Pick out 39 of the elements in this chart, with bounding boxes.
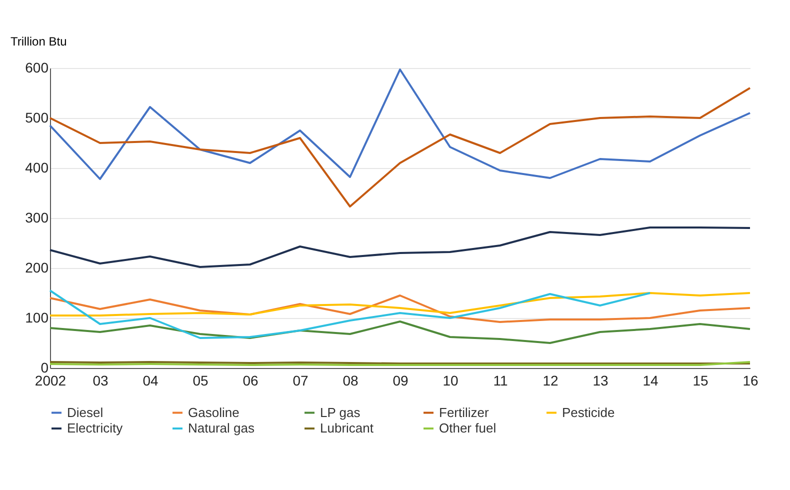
legend-label: Electricity	[67, 420, 124, 436]
x-tick-label: 08	[342, 372, 358, 388]
x-tick-label: 04	[142, 372, 158, 388]
y-tick-label: 500	[25, 110, 49, 126]
x-tick-label: 10	[442, 372, 458, 388]
legend-label: Diesel	[67, 404, 104, 420]
x-tick-label: 16	[742, 372, 758, 388]
line-series	[49, 292, 751, 316]
y-tick-label: 600	[25, 60, 49, 76]
x-tick-label: 12	[542, 372, 558, 388]
line-series	[49, 87, 751, 208]
legend-label: Pesticide	[562, 404, 615, 420]
x-tick-label: 11	[493, 372, 508, 388]
y-tick-label: 400	[25, 160, 49, 176]
y-tick-label: 0	[40, 360, 49, 376]
x-tick-label: 09	[392, 372, 408, 388]
legend-label: Fertilizer	[439, 404, 490, 420]
legend-label: LP gas	[320, 404, 361, 420]
legend-label: Natural gas	[188, 420, 255, 436]
line-series	[49, 68, 751, 180]
x-tick-label: 03	[92, 372, 108, 388]
x-tick-label: 14	[642, 372, 658, 388]
x-tick-label: 05	[192, 372, 208, 388]
x-tick-label: 2002	[34, 372, 66, 388]
legend-label: Other fuel	[439, 420, 496, 436]
x-tick-label: 15	[692, 372, 708, 388]
line-series	[49, 226, 751, 268]
legend-label: Gasoline	[188, 404, 240, 420]
x-tick-label: 07	[292, 372, 308, 388]
y-tick-label: 200	[25, 260, 49, 276]
line-series	[49, 294, 751, 323]
y-tick-label: 300	[25, 210, 49, 226]
x-tick-label: 06	[242, 372, 258, 388]
legend-label: Lubricant	[320, 420, 374, 436]
line-series	[49, 290, 651, 339]
line-series	[49, 320, 751, 344]
y-axis-title: Trillion Btu	[10, 34, 67, 48]
x-tick-label: 13	[592, 372, 608, 388]
y-tick-label: 100	[25, 310, 49, 326]
